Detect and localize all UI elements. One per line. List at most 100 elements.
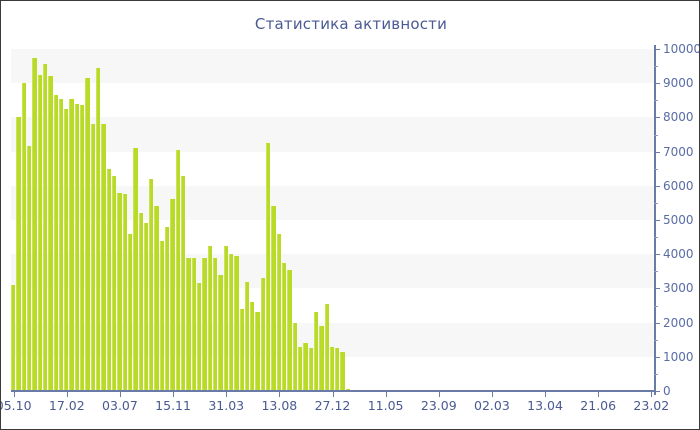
bar (11, 284, 16, 391)
bar (255, 312, 260, 391)
bar (96, 67, 101, 391)
page-title: Статистика активности (254, 15, 448, 33)
bar (303, 343, 308, 391)
y-axis-tick-label: 1000 (663, 349, 694, 364)
y-axis-tick-label: 0 (663, 384, 671, 398)
band-stripe (11, 49, 654, 84)
y-axis-minor-tick (654, 134, 658, 136)
bar (239, 308, 244, 391)
x-axis-tick (598, 392, 600, 397)
bar (335, 348, 340, 391)
x-axis-tick-label: 03.07 (102, 398, 138, 413)
bar (154, 206, 159, 391)
y-axis-minor-tick (654, 202, 658, 204)
y-axis-tick-label: 2000 (663, 315, 694, 330)
bar (21, 83, 26, 391)
bar (282, 262, 287, 391)
y-axis-minor-tick (654, 66, 658, 68)
x-axis-tick (66, 392, 68, 397)
bar (244, 281, 250, 391)
bar (181, 175, 186, 391)
y-axis-tick-label: 5000 (663, 213, 694, 227)
y-axis-tick-label: 3000 (663, 281, 694, 296)
y-axis-tick-label: 6000 (663, 178, 694, 193)
bar (234, 255, 239, 391)
bar (159, 240, 165, 391)
x-axis-tick (332, 392, 334, 397)
bar (69, 98, 74, 391)
bar-series (11, 49, 654, 391)
bar (345, 388, 351, 391)
bar (80, 105, 85, 391)
bar (64, 108, 69, 391)
x-axis-tick-label: 13.08 (261, 398, 298, 413)
x-axis-tick-label: 05.10 (1, 398, 32, 413)
bar (196, 283, 202, 391)
bar (186, 257, 191, 391)
bar (202, 257, 207, 391)
bar (313, 312, 319, 391)
bar (191, 257, 196, 391)
x-axis-line (11, 390, 656, 392)
x-axis-tick-label: 21.06 (580, 398, 617, 413)
bar (276, 233, 281, 391)
bar (101, 124, 106, 391)
x-axis-tick (545, 392, 547, 397)
bar (111, 175, 117, 391)
y-axis-minor-tick (654, 237, 658, 239)
bar (329, 346, 335, 391)
y-axis-tick (654, 185, 660, 187)
bar (90, 124, 96, 391)
bar (260, 278, 266, 391)
y-axis-tick-label: 10000 (663, 42, 700, 56)
bar (117, 192, 122, 391)
x-axis-tick (13, 392, 15, 397)
y-axis-tick-label: 4000 (663, 247, 694, 262)
y-axis-tick (654, 151, 660, 153)
band-stripe (11, 117, 654, 152)
bar (340, 351, 345, 391)
bar (58, 98, 64, 391)
bar (165, 226, 170, 391)
bar (122, 194, 127, 391)
y-axis-tick-label: 7000 (663, 144, 694, 159)
y-axis-tick (654, 322, 660, 324)
x-axis-tick (438, 392, 440, 397)
bar (287, 269, 292, 391)
bar (207, 245, 212, 391)
y-axis-minor-tick (654, 271, 658, 273)
x-axis-tick-label: 23.02 (633, 398, 670, 413)
bar (266, 143, 271, 391)
x-axis-tick (385, 392, 387, 397)
x-axis-tick-label: 31.03 (208, 398, 245, 413)
y-axis-tick (654, 83, 660, 85)
bar (292, 322, 297, 391)
bar (48, 76, 53, 391)
bar (32, 57, 37, 391)
x-axis-tick-label: 15.11 (155, 398, 191, 413)
bar (319, 326, 324, 391)
x-axis-tick (491, 392, 493, 397)
bar (85, 78, 90, 391)
bar (143, 223, 149, 391)
y-axis-tick (654, 288, 660, 290)
x-axis-tick-label: 13.04 (527, 398, 563, 413)
bar (175, 149, 181, 391)
bar (218, 274, 223, 391)
bar (74, 103, 80, 391)
bar (26, 146, 32, 391)
bar (133, 148, 138, 391)
x-axis-tick-label: 11.05 (367, 398, 404, 413)
x-axis-tick-label: 02.03 (474, 398, 510, 413)
x-axis-tick (173, 392, 175, 397)
bar (53, 95, 58, 391)
bar (106, 168, 111, 391)
x-axis-tick (651, 392, 653, 397)
plot-area (11, 49, 654, 391)
y-axis-tick (654, 254, 660, 256)
x-axis-tick (279, 392, 281, 397)
y-axis-minor-tick (654, 100, 658, 102)
y-axis-tick (654, 356, 660, 358)
bar (37, 74, 42, 391)
